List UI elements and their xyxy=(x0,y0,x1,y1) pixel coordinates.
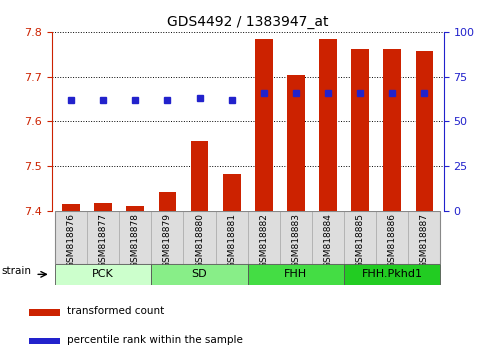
Bar xyxy=(55,264,151,285)
Bar xyxy=(312,211,344,264)
Bar xyxy=(280,211,312,264)
Bar xyxy=(191,141,209,211)
Bar xyxy=(94,202,112,211)
Bar xyxy=(215,211,248,264)
Bar xyxy=(376,211,408,264)
Bar xyxy=(319,39,337,211)
Text: FHH: FHH xyxy=(284,269,308,279)
Text: GSM818877: GSM818877 xyxy=(99,213,107,268)
Bar xyxy=(127,206,144,211)
Bar xyxy=(87,211,119,264)
Text: GSM818876: GSM818876 xyxy=(67,213,75,268)
Text: GSM818882: GSM818882 xyxy=(259,213,268,268)
Bar xyxy=(55,211,87,264)
Bar xyxy=(344,264,440,285)
Bar xyxy=(287,75,305,211)
Text: GSM818879: GSM818879 xyxy=(163,213,172,268)
Text: PCK: PCK xyxy=(92,269,114,279)
Bar xyxy=(151,211,183,264)
Bar xyxy=(352,49,369,211)
Text: SD: SD xyxy=(192,269,208,279)
Bar xyxy=(408,211,440,264)
Bar xyxy=(29,309,60,316)
Title: GDS4492 / 1383947_at: GDS4492 / 1383947_at xyxy=(167,16,328,29)
Bar xyxy=(151,264,248,285)
Text: GSM818884: GSM818884 xyxy=(323,213,333,268)
Bar xyxy=(416,51,433,211)
Text: strain: strain xyxy=(1,266,31,276)
Bar xyxy=(223,173,241,211)
Bar xyxy=(159,192,176,211)
Text: transformed count: transformed count xyxy=(67,306,164,316)
Bar xyxy=(248,211,280,264)
Bar xyxy=(344,211,376,264)
Text: percentile rank within the sample: percentile rank within the sample xyxy=(67,335,243,345)
Text: GSM818881: GSM818881 xyxy=(227,213,236,268)
Text: GSM818886: GSM818886 xyxy=(388,213,397,268)
Bar xyxy=(119,211,151,264)
Text: GSM818887: GSM818887 xyxy=(420,213,429,268)
Bar xyxy=(384,49,401,211)
Bar xyxy=(183,211,215,264)
Text: GSM818878: GSM818878 xyxy=(131,213,140,268)
Text: GSM818885: GSM818885 xyxy=(355,213,365,268)
Bar xyxy=(248,264,344,285)
Text: FHH.Pkhd1: FHH.Pkhd1 xyxy=(362,269,423,279)
Text: GSM818883: GSM818883 xyxy=(291,213,300,268)
Bar xyxy=(255,39,273,211)
Bar xyxy=(29,338,60,344)
Text: GSM818880: GSM818880 xyxy=(195,213,204,268)
Bar xyxy=(62,204,80,211)
